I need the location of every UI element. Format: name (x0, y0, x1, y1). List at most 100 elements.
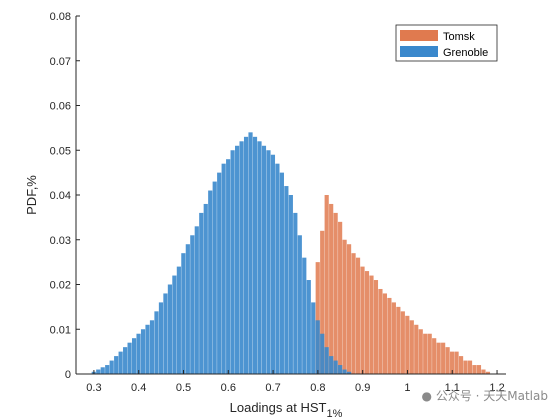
x-axis: 0.3 0.4 0.5 0.6 0.7 0.8 0.9 1 1.1 1.2 (76, 370, 506, 394)
bar (261, 145, 267, 374)
series-grenoble (91, 132, 352, 374)
x-tick-label: 0.3 (86, 382, 101, 394)
bar (320, 230, 325, 374)
wechat-icon: ● (421, 389, 432, 403)
bar (288, 195, 293, 374)
bar (320, 333, 325, 374)
bar (333, 212, 338, 374)
bar (427, 333, 432, 374)
bar (315, 320, 320, 374)
bar (454, 351, 459, 374)
x-tick-label: 0.5 (176, 382, 191, 394)
bar (418, 329, 423, 374)
bar (432, 338, 437, 374)
bar (409, 320, 414, 374)
legend-label-grenoble: Grenoble (443, 47, 488, 59)
bar (485, 371, 491, 374)
bar (203, 203, 208, 374)
bar (230, 150, 235, 374)
x-axis-label-main: Loadings at HST (230, 400, 327, 415)
bar (382, 293, 388, 374)
bar (346, 371, 352, 374)
bar (315, 262, 320, 374)
series-tomsk (315, 195, 491, 374)
bar (346, 244, 352, 374)
x-axis-label-subscript: 1% (326, 408, 342, 420)
bar (208, 190, 213, 374)
bar (405, 315, 410, 374)
y-tick-label: 0.03 (50, 235, 71, 247)
bar (324, 195, 329, 374)
bar (270, 154, 276, 374)
bar (481, 369, 486, 374)
bar (373, 280, 379, 374)
bar (100, 367, 105, 374)
legend-label-tomsk: Tomsk (443, 31, 475, 43)
legend-swatch-tomsk (400, 30, 438, 41)
bar (329, 356, 334, 374)
bar (194, 226, 199, 374)
bar (302, 257, 307, 374)
bar (355, 257, 361, 374)
bar (338, 221, 343, 374)
bar (306, 280, 311, 374)
bar (333, 360, 338, 374)
bar (297, 235, 302, 374)
bar (351, 253, 356, 374)
bar (239, 141, 244, 374)
bar (324, 347, 329, 374)
bar (131, 338, 137, 374)
bar (158, 302, 164, 374)
bar (127, 342, 132, 374)
bar (391, 302, 396, 374)
bar (342, 369, 347, 374)
y-tick-label: 0 (65, 369, 71, 381)
x-tick-label: 0.8 (310, 382, 325, 394)
y-tick-label: 0.05 (50, 145, 71, 157)
bar (212, 181, 217, 374)
bar (123, 347, 128, 374)
bar (387, 297, 392, 374)
bar (163, 293, 168, 374)
bar (96, 369, 101, 374)
bar (279, 172, 284, 374)
bar (293, 212, 298, 374)
legend: Tomsk Grenoble (395, 24, 498, 62)
bar (436, 342, 441, 374)
x-tick-label: 0.4 (131, 382, 146, 394)
x-tick-label: 1.2 (489, 382, 504, 394)
bar (338, 365, 343, 374)
bar (109, 360, 114, 374)
bar (360, 266, 365, 374)
bar (190, 235, 195, 374)
bar (136, 333, 141, 374)
bar (364, 271, 370, 374)
bar (467, 360, 473, 374)
bar (476, 365, 482, 374)
bar (221, 163, 226, 374)
x-tick-label: 0.9 (355, 382, 370, 394)
x-tick-label: 1.1 (445, 382, 460, 394)
bar (414, 324, 419, 374)
bar (149, 320, 155, 374)
x-tick-label: 1 (404, 382, 410, 394)
y-tick-label: 0.04 (50, 190, 71, 202)
bar (235, 145, 240, 374)
bar (176, 266, 181, 374)
x-tick-label: 0.6 (221, 382, 236, 394)
bar (441, 342, 446, 374)
bar (118, 351, 123, 374)
bar (342, 239, 347, 374)
bar (445, 347, 450, 374)
plot-area (91, 132, 491, 374)
bar (275, 163, 280, 374)
bar (369, 275, 374, 374)
bar (400, 311, 405, 374)
y-tick-label: 0.08 (50, 11, 71, 23)
legend-swatch-grenoble (400, 46, 438, 57)
watermark: ● 公众号 · 天天Matlab (422, 387, 548, 404)
bar (243, 136, 249, 374)
bar (396, 306, 401, 374)
y-tick-label: 0.07 (50, 56, 71, 68)
bar (458, 356, 464, 374)
